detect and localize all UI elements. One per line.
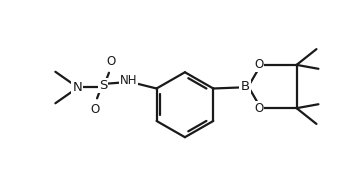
Text: N: N [72, 81, 82, 94]
Text: S: S [99, 79, 107, 92]
Text: O: O [106, 55, 116, 68]
Text: B: B [240, 80, 250, 93]
Text: O: O [254, 102, 264, 115]
Text: O: O [90, 103, 100, 116]
Text: O: O [254, 58, 264, 71]
Text: NH: NH [120, 74, 138, 87]
